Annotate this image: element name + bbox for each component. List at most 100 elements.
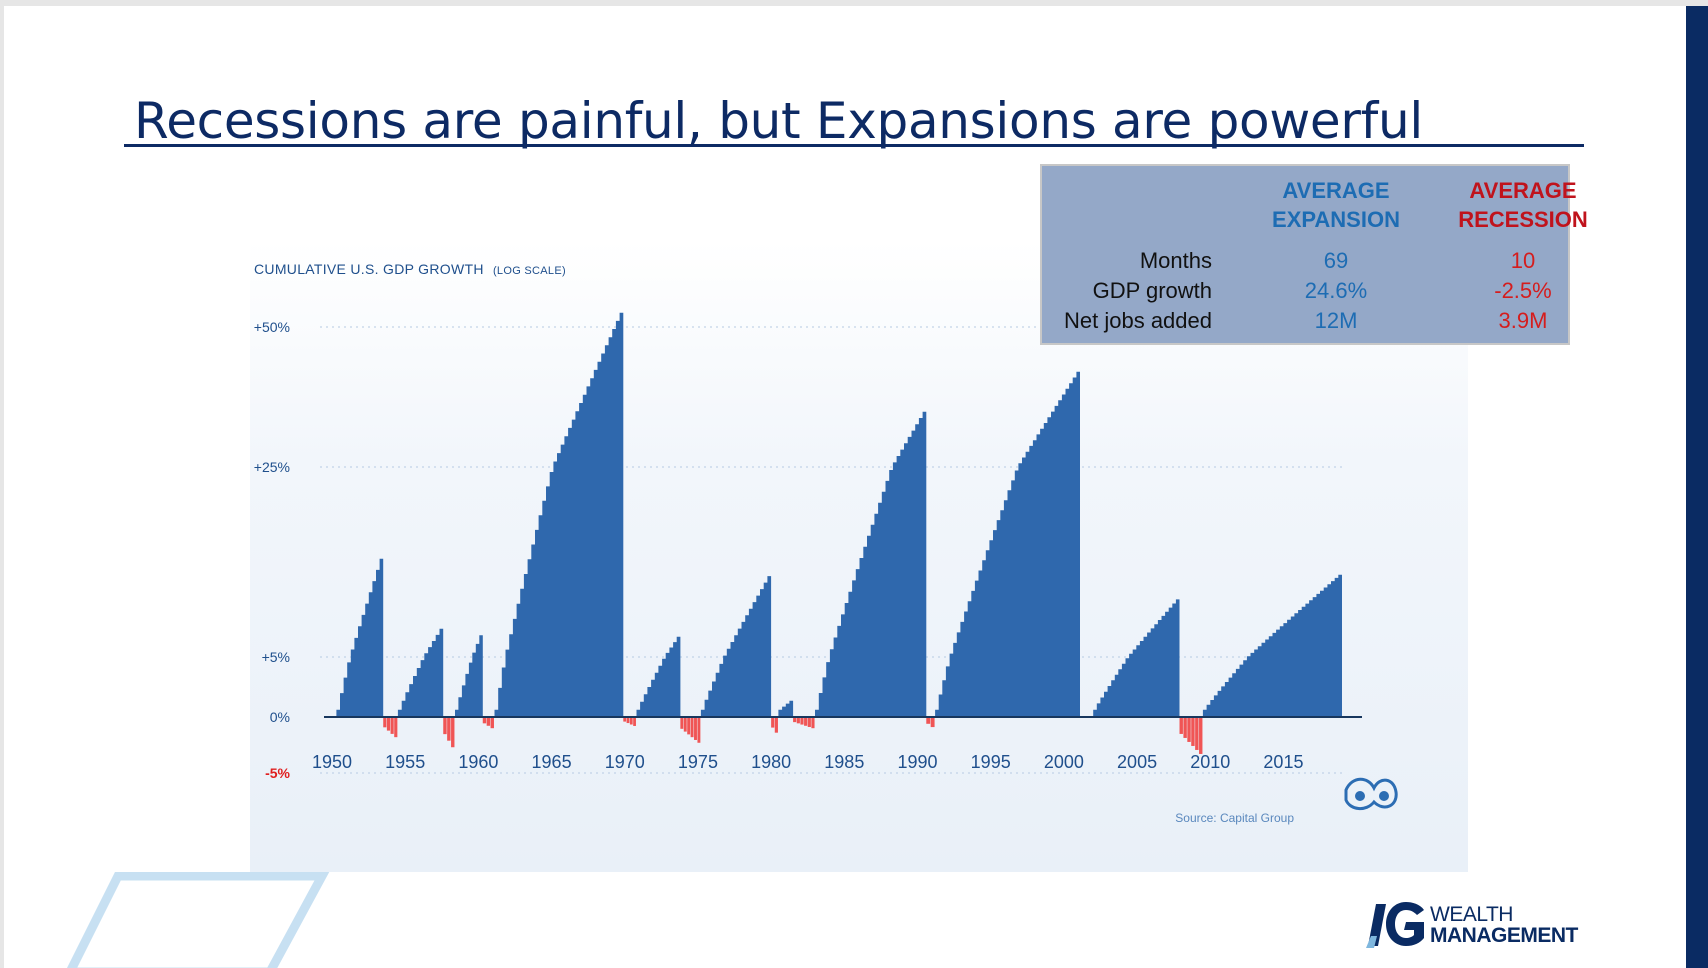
- recession-bar: [629, 717, 633, 725]
- chart-title-suffix: (LOG SCALE): [493, 265, 566, 277]
- recession-bar: [680, 717, 684, 729]
- chart-source: Source: Capital Group: [1175, 811, 1294, 825]
- expansion-bar: [494, 304, 624, 717]
- recession-bar: [482, 717, 487, 724]
- slide-accent-bar: [1686, 6, 1708, 968]
- x-tick-label: 1990: [897, 752, 937, 772]
- y-tick-label: -5%: [265, 765, 290, 781]
- x-tick-label: 1980: [751, 752, 791, 772]
- x-tick-label: 1985: [824, 752, 864, 772]
- expansion-bar: [455, 626, 483, 717]
- slide-title: Recessions are painful, but Expansions a…: [134, 92, 1423, 150]
- table-row: Months 69 10: [1042, 248, 1572, 278]
- recession-value: 3.9M: [1498, 308, 1548, 333]
- recession-bar: [1195, 717, 1199, 750]
- parallelogram-outline-icon: [66, 872, 330, 968]
- x-axis-labels: 1950 1955 1960 1965 1970 1975 1980 1985 1990 1995…: [312, 752, 1303, 772]
- ig-logo-icon: [1366, 902, 1424, 948]
- recession-bar: [796, 717, 800, 724]
- recession-bar: [390, 717, 394, 734]
- capital-group-icon: [1344, 777, 1398, 810]
- recession-bar: [383, 717, 387, 728]
- title-underline: [124, 144, 1584, 147]
- recession-bar: [1191, 717, 1195, 746]
- expansion-bar: [700, 569, 772, 717]
- expansion-bar: [1202, 571, 1342, 717]
- expansion-bar: [815, 405, 927, 717]
- x-tick-label: 2010: [1190, 752, 1230, 772]
- recession-bar: [926, 717, 931, 724]
- recession-bar: [1199, 717, 1203, 754]
- recession-bar: [626, 717, 630, 724]
- recession-bar: [690, 717, 694, 738]
- y-tick-label: +25%: [254, 459, 290, 475]
- y-tick-label: 0%: [270, 709, 290, 725]
- company-logo: WEALTH MANAGEMENT: [1366, 898, 1586, 954]
- recession-header-line2: RECESSION: [1458, 207, 1588, 232]
- recession-bar: [774, 717, 778, 733]
- recession-bar: [633, 717, 636, 726]
- x-tick-label: 2015: [1263, 752, 1303, 772]
- recession-bar: [800, 717, 804, 725]
- recession-bar: [771, 717, 775, 728]
- recession-bar: [486, 717, 491, 726]
- averages-table: AVERAGE EXPANSION AVERAGE RECESSION Mont…: [1040, 164, 1588, 345]
- recession-bar: [1183, 717, 1187, 738]
- expansion-bar: [1093, 595, 1180, 717]
- x-tick-label: 1955: [385, 752, 425, 772]
- logo-text-wealth: WEALTH: [1430, 903, 1513, 926]
- recession-value: 10: [1510, 248, 1536, 273]
- expansion-bar: [397, 622, 444, 717]
- gdp-growth-chart: CUMULATIVE U.S. GDP GROWTH (LOG SCALE) +…: [254, 261, 1398, 825]
- x-tick-label: 1970: [605, 752, 645, 772]
- expansion-value: 69: [1323, 248, 1349, 273]
- recession-value: -2.5%: [1494, 278, 1552, 303]
- recession-bar: [443, 717, 447, 735]
- x-tick-label: 1975: [678, 752, 718, 772]
- x-tick-label: 1995: [971, 752, 1011, 772]
- y-tick-label: +50%: [254, 319, 290, 335]
- recession-bar: [793, 717, 797, 723]
- x-tick-label: 2000: [1044, 752, 1084, 772]
- table-row: Net jobs added 12M 3.9M: [1042, 308, 1572, 338]
- expansion-bar: [778, 697, 794, 717]
- recession-bar: [490, 717, 494, 729]
- recession-bar: [1179, 717, 1183, 734]
- row-label: Months: [1139, 248, 1212, 273]
- recession-bar: [697, 717, 701, 743]
- recession-bar: [394, 717, 398, 738]
- row-label: GDP growth: [1092, 278, 1212, 303]
- recession-bar: [811, 717, 815, 729]
- recession-bar: [694, 717, 697, 740]
- y-axis-labels: +50% +25% +5% 0% -5%: [254, 319, 291, 781]
- table-row: GDP growth 24.6% -2.5%: [1042, 278, 1572, 308]
- recession-header: AVERAGE RECESSION: [1413, 176, 1633, 234]
- slide: Recessions are painful, but Expansions a…: [4, 6, 1708, 968]
- recession-header-line1: AVERAGE: [1469, 178, 1577, 203]
- row-label: Net jobs added: [1064, 308, 1212, 333]
- recession-bar: [1187, 717, 1191, 742]
- x-tick-label: 1950: [312, 752, 352, 772]
- expansion-header-line1: AVERAGE: [1282, 178, 1390, 203]
- expansion-value: 24.6%: [1304, 278, 1368, 303]
- chart-panel: CUMULATIVE U.S. GDP GROWTH (LOG SCALE) +…: [250, 240, 1468, 872]
- x-tick-label: 1960: [458, 752, 498, 772]
- expansion-bar: [336, 547, 384, 717]
- chart-bars: [336, 304, 1342, 754]
- expansion-header: AVERAGE EXPANSION: [1226, 176, 1446, 234]
- logo-text-management: MANAGEMENT: [1430, 924, 1578, 947]
- recession-bar: [804, 717, 808, 726]
- recession-bar: [930, 717, 935, 728]
- expansion-bar: [935, 366, 1080, 717]
- expansion-header-line2: EXPANSION: [1272, 207, 1400, 232]
- x-tick-label: 2005: [1117, 752, 1157, 772]
- recession-bar: [683, 717, 687, 732]
- recession-bar: [447, 717, 451, 741]
- chart-title-main: CUMULATIVE U.S. GDP GROWTH: [254, 261, 484, 277]
- recession-bar: [687, 717, 691, 735]
- expansion-value: 12M: [1314, 308, 1358, 333]
- recession-bar: [386, 717, 391, 731]
- x-tick-label: 1965: [532, 752, 572, 772]
- recession-bar: [451, 717, 455, 748]
- recession-bar: [623, 717, 627, 722]
